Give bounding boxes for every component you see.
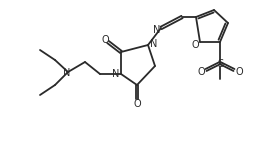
Text: N: N: [150, 39, 157, 49]
Text: O: O: [235, 67, 243, 77]
Text: S: S: [217, 59, 223, 69]
Text: O: O: [197, 67, 205, 77]
Text: O: O: [133, 99, 141, 109]
Text: N: N: [112, 69, 119, 79]
Text: O: O: [101, 35, 109, 45]
Text: O: O: [191, 40, 199, 50]
Text: N: N: [153, 25, 160, 35]
Text: N: N: [63, 68, 71, 78]
